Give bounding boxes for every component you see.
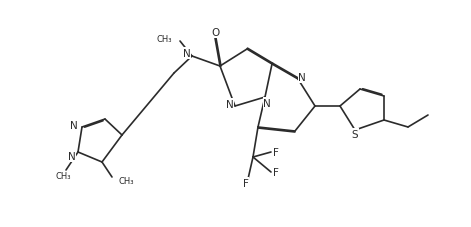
Text: N: N <box>70 121 78 131</box>
Text: O: O <box>211 28 219 38</box>
Text: N: N <box>226 100 234 109</box>
Text: N: N <box>298 73 306 83</box>
Text: F: F <box>243 178 249 188</box>
Text: F: F <box>273 167 279 177</box>
Text: F: F <box>273 147 279 157</box>
Text: S: S <box>352 129 358 139</box>
Text: CH₃: CH₃ <box>118 177 133 186</box>
Text: N: N <box>263 99 271 109</box>
Text: N: N <box>183 49 191 59</box>
Text: CH₃: CH₃ <box>156 34 172 43</box>
Text: N: N <box>68 151 76 161</box>
Text: CH₃: CH₃ <box>55 172 71 181</box>
